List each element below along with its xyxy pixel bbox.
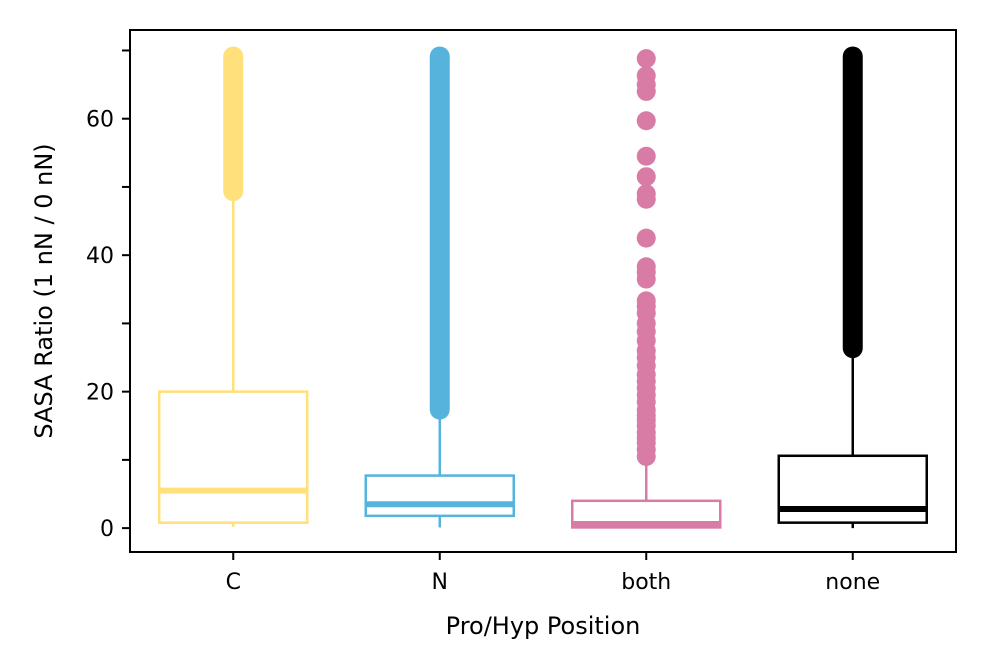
outlier-points	[429, 46, 450, 420]
y-tick-label: 20	[86, 381, 114, 406]
outlier-point	[636, 228, 656, 248]
y-axis-label: SASA Ratio (1 nN / 0 nN)	[30, 143, 58, 438]
x-tick-label: both	[621, 570, 671, 595]
outlier-point	[636, 66, 656, 86]
outlier-point	[636, 146, 656, 166]
x-tick-label: none	[825, 570, 880, 595]
iqr-box	[364, 474, 515, 518]
x-tick-label: C	[226, 570, 241, 595]
outlier-points	[842, 46, 863, 359]
box-group-none	[777, 46, 928, 529]
plot-frame	[129, 29, 957, 553]
box-group-both	[571, 49, 722, 529]
x-axis-label: Pro/Hyp Position	[446, 612, 641, 640]
outlier-point	[636, 291, 656, 311]
outlier-points	[223, 46, 244, 202]
outlier-point	[636, 111, 656, 131]
outlier-point	[636, 167, 656, 187]
iqr-box	[158, 390, 309, 524]
outlier-point	[636, 184, 656, 204]
plot-area	[158, 46, 928, 529]
x-tick-label: N	[432, 570, 448, 595]
outlier-point	[636, 257, 656, 277]
box-group-N	[364, 46, 515, 528]
y-tick-label: 40	[86, 244, 114, 269]
iqr-box	[777, 454, 928, 524]
box-group-C	[158, 46, 309, 527]
y-tick-label: 0	[100, 517, 114, 542]
y-tick-label: 60	[86, 108, 114, 133]
outlier-point	[636, 49, 656, 69]
